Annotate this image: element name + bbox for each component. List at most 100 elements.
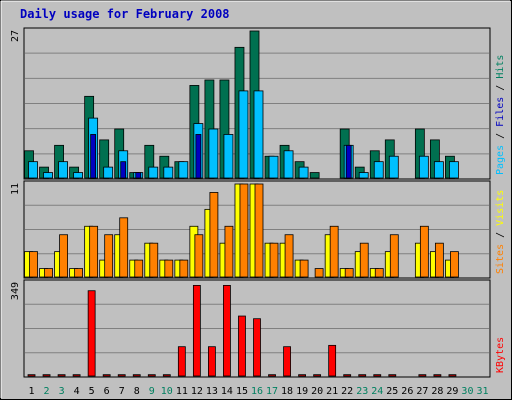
- bar-sites-day-25: [389, 234, 399, 278]
- x-tick-label-day-16: 16: [251, 386, 263, 397]
- bar-files-day-19: [298, 166, 309, 179]
- x-tick-label-day-26: 26: [401, 386, 413, 397]
- x-tick-label-day-14: 14: [221, 386, 233, 397]
- x-tick-label-day-10: 10: [161, 386, 173, 397]
- bar-pages-day-8: [135, 172, 142, 179]
- legend-entry: Files: [495, 97, 506, 127]
- x-tick-label-day-24: 24: [371, 386, 383, 397]
- legend-entry: /: [495, 127, 506, 145]
- bar-sites-day-10: [164, 259, 174, 278]
- x-tick-label-day-4: 4: [74, 386, 80, 397]
- bar-sites-day-20: [314, 268, 324, 278]
- x-tick-label-day-7: 7: [119, 386, 125, 397]
- x-tick-label-day-8: 8: [134, 386, 140, 397]
- bar-sites-day-18: [284, 234, 294, 278]
- x-tick-label-day-3: 3: [59, 386, 65, 397]
- bar-sites-day-29: [450, 251, 459, 278]
- bar-kbytes-day-17: [268, 374, 276, 377]
- bar-pages-day-7: [120, 161, 127, 179]
- bar-kbytes-day-20: [313, 374, 322, 377]
- x-tick-label-day-29: 29: [446, 386, 458, 397]
- bar-sites-day-14: [224, 225, 234, 278]
- x-tick-label-day-20: 20: [311, 386, 323, 397]
- x-tick-label-day-30: 30: [461, 386, 473, 397]
- legend-entry: Sites: [495, 244, 506, 274]
- bar-sites-day-23: [359, 242, 369, 278]
- bar-files-day-17: [268, 155, 279, 179]
- bar-kbytes-day-1: [27, 374, 36, 377]
- bar-kbytes-day-2: [42, 374, 51, 377]
- chart-title: Daily usage for February 2008: [20, 7, 230, 21]
- bar-kbytes-day-4: [72, 374, 81, 377]
- bar-sites-day-19: [299, 259, 309, 278]
- bar-sites-day-6: [104, 234, 114, 278]
- bar-kbytes-day-24: [373, 374, 382, 377]
- bar-kbytes-day-18: [283, 346, 291, 377]
- x-tick-label-day-22: 22: [341, 386, 353, 397]
- bar-files-day-3: [58, 161, 68, 179]
- bar-sites-day-9: [149, 242, 159, 278]
- legend-hits: Pages / Files / Hits: [495, 55, 506, 175]
- bar-files-day-2: [43, 172, 53, 179]
- x-tick-label-day-12: 12: [191, 386, 203, 397]
- bar-pages-day-12: [195, 134, 202, 179]
- bar-files-day-16: [253, 90, 264, 179]
- legend-entry: /: [495, 79, 506, 97]
- x-tick-label-day-1: 1: [29, 386, 35, 397]
- bar-sites-day-7: [119, 217, 129, 278]
- bar-hits-day-20: [309, 172, 320, 179]
- bar-kbytes-day-3: [57, 374, 66, 377]
- legend-entry: /: [495, 226, 506, 244]
- bar-sites-day-11: [179, 259, 189, 278]
- x-tick-label-day-21: 21: [326, 386, 338, 397]
- bar-files-day-18: [283, 150, 294, 179]
- bar-sites-day-3: [59, 234, 68, 278]
- bar-kbytes-day-5: [87, 290, 96, 377]
- x-tick-label-day-13: 13: [206, 386, 218, 397]
- bar-sites-day-1: [29, 251, 38, 278]
- x-tick-label-day-5: 5: [89, 386, 95, 397]
- x-tick-label-day-18: 18: [281, 386, 293, 397]
- bar-kbytes-day-21: [328, 344, 337, 377]
- bar-kbytes-day-6: [102, 374, 111, 377]
- bar-sites-day-5: [89, 225, 99, 278]
- bar-sites-day-8: [134, 259, 144, 278]
- bar-files-day-15: [238, 90, 249, 179]
- bar-pages-day-22: [345, 144, 352, 179]
- bar-sites-day-16: [254, 183, 264, 278]
- bar-kbytes-day-28: [433, 374, 442, 377]
- bar-sites-day-27: [419, 225, 429, 278]
- x-tick-label-day-23: 23: [356, 386, 368, 397]
- x-tick-label-day-25: 25: [386, 386, 398, 397]
- x-tick-label-day-11: 11: [176, 386, 188, 397]
- bar-sites-day-15: [239, 183, 249, 278]
- bar-files-day-28: [433, 161, 444, 179]
- bar-kbytes-day-9: [147, 374, 156, 377]
- bar-sites-day-12: [194, 234, 204, 278]
- bar-pages-day-5: [90, 134, 97, 179]
- bar-sites-day-28: [434, 242, 444, 278]
- bar-kbytes-day-27: [418, 374, 427, 377]
- bar-kbytes-day-7: [117, 374, 126, 377]
- bar-kbytes-day-25: [388, 374, 397, 377]
- bar-files-day-4: [73, 172, 84, 179]
- x-tick-label-day-15: 15: [236, 386, 248, 397]
- legend-visits: Sites / Visits: [495, 190, 506, 274]
- bar-kbytes-day-13: [208, 346, 216, 377]
- x-tick-label-day-17: 17: [266, 386, 278, 397]
- bar-kbytes-day-12: [192, 284, 201, 377]
- bar-kbytes-day-11: [177, 346, 186, 377]
- bar-files-day-11: [178, 161, 189, 179]
- bar-sites-day-21: [329, 225, 339, 278]
- bar-files-day-1: [28, 161, 38, 179]
- x-tick-label-day-19: 19: [296, 386, 308, 397]
- bar-kbytes-day-22: [343, 374, 352, 377]
- x-tick-label-day-6: 6: [104, 386, 110, 397]
- bar-files-day-27: [418, 155, 429, 179]
- legend-entry: KBytes: [495, 337, 506, 373]
- bar-sites-day-17: [269, 242, 279, 278]
- bar-sites-day-4: [74, 268, 84, 278]
- bar-sites-day-2: [44, 268, 53, 278]
